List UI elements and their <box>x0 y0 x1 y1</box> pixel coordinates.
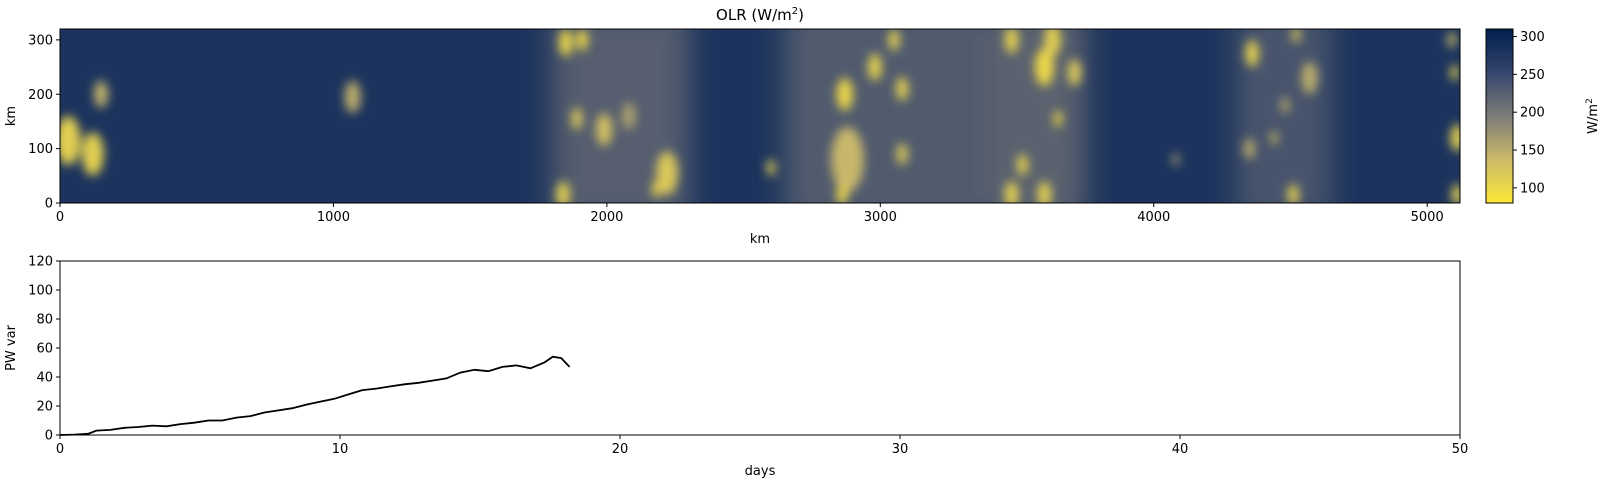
pw-x-axis-label: days <box>745 464 776 479</box>
pw-x-tick-label: 10 <box>332 442 349 457</box>
colorbar-tick-label: 250 <box>1520 68 1545 83</box>
heatmap-cloud-cell <box>1004 181 1019 203</box>
heatmap-cloud-cell <box>1034 48 1054 87</box>
olr-panel: OLR (W/m2) 0 1000 2000 3000 4000 5000 0 100 200… <box>4 6 1600 247</box>
heatmap-cloud-cell <box>831 126 864 193</box>
pw-y-tick-label: 60 <box>36 342 53 357</box>
heatmap-x-tick-label: 0 <box>56 210 64 225</box>
pw-y-tick-label: 100 <box>28 284 53 299</box>
pw-y-tick-label: 80 <box>36 313 53 328</box>
colorbar-gradient <box>1485 28 1514 204</box>
heatmap-y-tick-label: 0 <box>45 197 53 212</box>
pw-x-tick-label: 50 <box>1452 442 1469 457</box>
pw-x-tick-label: 30 <box>892 442 909 457</box>
heatmap-cloud-cell <box>766 159 776 176</box>
heatmap-frame <box>59 28 1461 204</box>
heatmap-cloud-cell <box>656 151 678 195</box>
heatmap-cloud-cell <box>1447 31 1456 49</box>
heatmap-cloud-cell <box>1301 61 1318 95</box>
heatmap-cloud-cell <box>1172 152 1179 167</box>
heatmap-cloud-cell <box>559 29 573 57</box>
heatmap-cloud-cell <box>621 102 636 130</box>
heatmap-cloud-cell <box>868 53 882 81</box>
heatmap-cloud-cell <box>1280 96 1290 114</box>
heatmap-background <box>60 29 1460 203</box>
heatmap-y-tick-label: 200 <box>28 88 53 103</box>
heatmap-cloud-cell <box>1053 110 1063 127</box>
heatmap-moist-band <box>989 29 1086 203</box>
colorbar-tick-label: 200 <box>1520 106 1545 121</box>
pw-var-series-line <box>59 355 571 436</box>
heatmap-x-tick-label: 4000 <box>1137 210 1170 225</box>
heatmap-cloud-cell <box>888 29 900 51</box>
heatmap-cloud-cell <box>1245 39 1260 68</box>
pw-y-tick-label: 120 <box>28 255 53 270</box>
heatmap-x-tick-label: 1000 <box>317 210 350 225</box>
heatmap-cloud-cell <box>836 183 848 203</box>
heatmap-cloud-cell <box>1291 29 1301 43</box>
heatmap-cloud-cell <box>1450 124 1460 152</box>
colorbar-tick-label: 300 <box>1520 30 1545 45</box>
heatmap-cloud-cell <box>81 132 104 176</box>
heatmap-cloud-cell <box>1287 183 1299 203</box>
pw-y-tick-label: 40 <box>36 371 53 386</box>
heatmap-cloud-cell <box>576 29 588 51</box>
heatmap-cloud-cell <box>1037 181 1052 203</box>
pw-x-tick-label: 40 <box>1172 442 1189 457</box>
heatmap-y-tick-label: 300 <box>28 33 53 48</box>
pw-y-tick-label: 20 <box>36 400 53 415</box>
heatmap-cloud-cell <box>344 80 361 114</box>
heatmap-x-tick-label: 3000 <box>864 210 897 225</box>
heatmap-cloud-cell <box>94 80 108 108</box>
pw-x-tick-label: 20 <box>612 442 629 457</box>
heatmap-cloud-cell <box>1004 29 1019 54</box>
colorbar-label: W/m2 <box>1585 98 1600 134</box>
pw-y-axis-label: PW var <box>4 324 19 370</box>
heatmap-cloud-cell <box>1270 131 1278 145</box>
heatmap-x-tick-label: 2000 <box>590 210 623 225</box>
heatmap-x-tick-label: 5000 <box>1411 210 1444 225</box>
heatmap-cloud-cell <box>896 143 908 165</box>
heatmap-cloud-cell <box>1451 183 1460 203</box>
heatmap-cloud-cell <box>571 107 583 130</box>
heatmap-cloud-cell <box>896 76 909 101</box>
heatmap-cloud-cell <box>836 77 853 111</box>
heatmap-cloud-cell <box>1243 137 1255 160</box>
heatmap-cloud-cell <box>1450 64 1459 81</box>
pw-panel: 0 10 20 30 40 50 0 20 40 60 80 100 120 days PW var <box>4 255 1468 480</box>
pw-y-tick-label: 0 <box>45 429 53 444</box>
heatmap-cloud-cell <box>1017 154 1028 176</box>
heatmap-cloud-cell <box>595 113 613 146</box>
pw-plot-frame <box>59 260 1461 436</box>
heatmap-y-tick-label: 100 <box>28 142 53 157</box>
heatmap-cloud-cell <box>1044 29 1061 57</box>
heatmap-cloud-cell <box>1067 58 1082 87</box>
olr-title: OLR (W/m2) <box>716 6 804 24</box>
colorbar: 100 150 200 250 300 W/m2 <box>1485 28 1600 204</box>
pw-x-tick-label: 0 <box>56 442 64 457</box>
colorbar-tick-label: 100 <box>1520 181 1545 196</box>
colorbar-tick-label: 150 <box>1520 144 1545 159</box>
heatmap-moist-band <box>784 29 990 203</box>
heatmap-cloud-cell <box>60 116 81 165</box>
heatmap-x-axis-label: km <box>750 232 770 247</box>
heatmap-y-axis-label: km <box>4 106 19 126</box>
olr-heatmap <box>60 29 1460 203</box>
heatmap-cloud-cell <box>556 181 570 203</box>
